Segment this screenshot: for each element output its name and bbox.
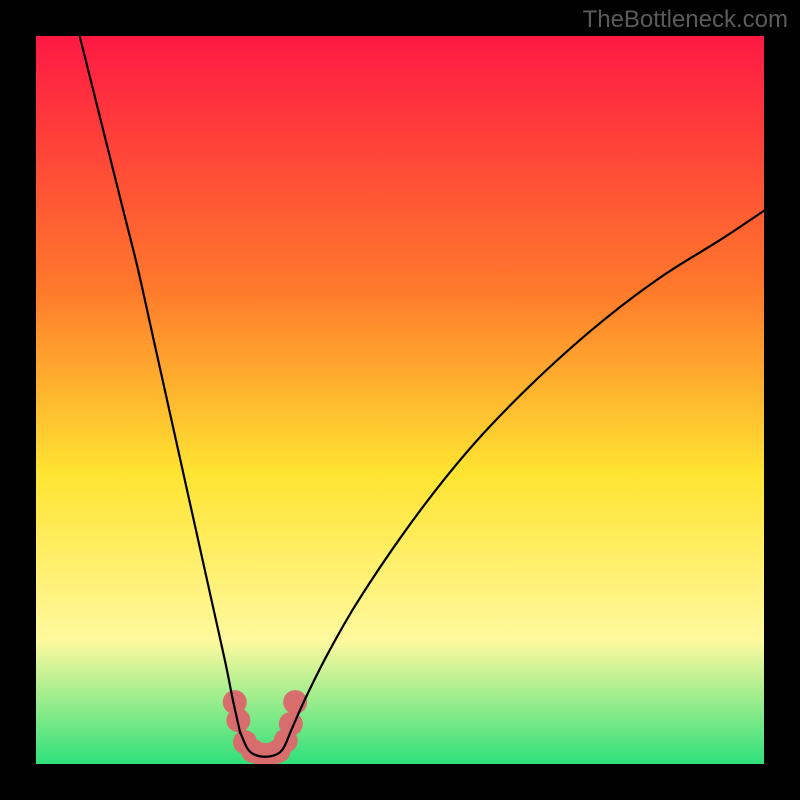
bottleneck-curve xyxy=(80,36,764,757)
watermark-text: TheBottleneck.com xyxy=(583,6,788,34)
trough-marker-cluster xyxy=(223,690,307,764)
plot-area xyxy=(36,36,764,764)
bottleneck-curve-chart xyxy=(36,36,764,764)
